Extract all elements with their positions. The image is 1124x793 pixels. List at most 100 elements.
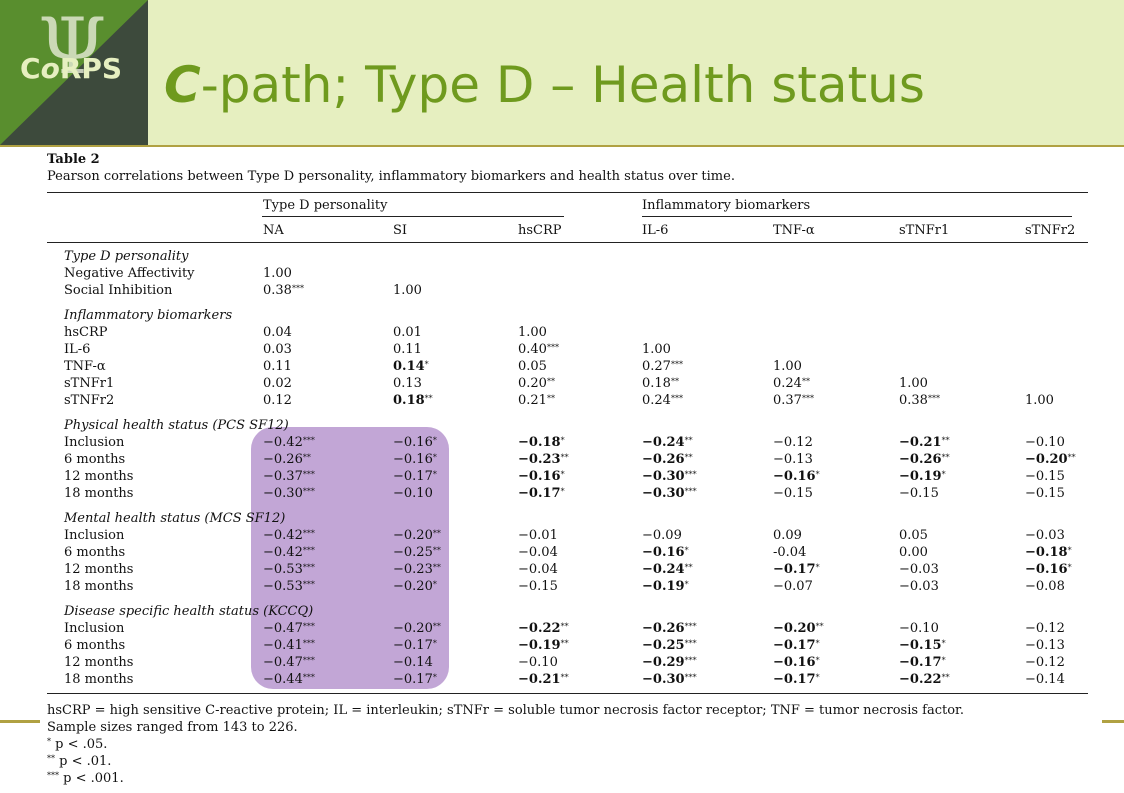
table-cell: 0.11 bbox=[393, 342, 422, 358]
cell-value: −0.04 bbox=[518, 545, 558, 560]
cell-value: −0.19 bbox=[899, 469, 942, 484]
table-cell: −0.17* bbox=[773, 638, 820, 654]
table-cell: 0.38*** bbox=[899, 393, 940, 409]
table-cell: 0.02 bbox=[263, 376, 292, 392]
table-cell: 0.13 bbox=[393, 376, 422, 392]
cell-value: −0.15 bbox=[518, 579, 558, 594]
table-cell: −0.18* bbox=[518, 435, 565, 451]
cell-value: 1.00 bbox=[263, 266, 292, 281]
cell-value: −0.19 bbox=[518, 638, 561, 653]
cell-value: −0.24 bbox=[642, 435, 685, 450]
cell-value: 0.38 bbox=[899, 393, 928, 408]
table-cell: −0.18* bbox=[1025, 545, 1072, 561]
significance-mark: * bbox=[684, 580, 689, 589]
table-cell: −0.15 bbox=[1025, 486, 1065, 502]
significance-mark: ** bbox=[941, 453, 950, 462]
cell-value: −0.16 bbox=[642, 545, 685, 560]
slide-title-c: C bbox=[164, 56, 201, 114]
cell-value: −0.10 bbox=[899, 621, 939, 636]
table-cell: 0.11 bbox=[263, 359, 292, 375]
significance-mark: *** bbox=[302, 470, 315, 479]
col-header-il6: IL-6 bbox=[642, 223, 669, 238]
footnote: hsCRP = high sensitive C-reactive protei… bbox=[47, 703, 964, 718]
row-label: sTNFr2 bbox=[64, 393, 115, 408]
significance-mark: * bbox=[815, 673, 820, 682]
table-top-rule bbox=[47, 192, 1088, 193]
table-cell: 0.38*** bbox=[263, 283, 304, 299]
highlight-box bbox=[251, 427, 449, 689]
section-title: Physical health status (PCS SF12) bbox=[64, 418, 289, 433]
cell-value: −0.42 bbox=[263, 528, 303, 543]
cell-value: −0.17 bbox=[773, 638, 816, 653]
significance-mark: * bbox=[815, 470, 820, 479]
cell-value: 0.21 bbox=[518, 393, 547, 408]
significance-mark: ** bbox=[941, 436, 950, 445]
table-cell: 0.00 bbox=[899, 545, 928, 561]
cell-value: 1.00 bbox=[1025, 393, 1054, 408]
table-cell: −0.37*** bbox=[263, 469, 315, 485]
cell-value: −0.37 bbox=[263, 469, 303, 484]
table-cell: −0.17* bbox=[393, 672, 437, 688]
cell-value: 0.11 bbox=[263, 359, 292, 374]
row-label: hsCRP bbox=[64, 325, 108, 340]
cell-value: −0.26 bbox=[263, 452, 303, 467]
table-cell: −0.16* bbox=[518, 469, 565, 485]
table-cell: 0.05 bbox=[899, 528, 928, 544]
col-header-tnfa: TNF-α bbox=[773, 223, 815, 238]
significance-mark: *** bbox=[670, 360, 683, 369]
row-label: Inclusion bbox=[64, 621, 125, 636]
cell-value: −0.22 bbox=[518, 621, 561, 636]
cell-value: −0.44 bbox=[263, 672, 303, 687]
cell-value: −0.14 bbox=[393, 655, 433, 670]
cell-value: 0.27 bbox=[642, 359, 671, 374]
cell-value: −0.08 bbox=[1025, 579, 1065, 594]
table-cell: −0.42*** bbox=[263, 528, 315, 544]
group-rule-typed bbox=[262, 216, 564, 217]
table-cell: −0.13 bbox=[1025, 638, 1065, 654]
significance-mark: *** bbox=[302, 639, 315, 648]
row-label: IL-6 bbox=[64, 342, 91, 357]
cell-value: −0.16 bbox=[773, 655, 816, 670]
significance-mark: * bbox=[1067, 563, 1072, 572]
group-rule-inflammatory bbox=[642, 216, 1072, 217]
section-title: Disease specific health status (KCCQ) bbox=[64, 604, 314, 619]
cell-value: 1.00 bbox=[773, 359, 802, 374]
table-cell: −0.12 bbox=[773, 435, 813, 451]
slide-title: C-path; Type D – Health status bbox=[164, 56, 925, 114]
significance-mark: * bbox=[941, 470, 946, 479]
cell-value: −0.29 bbox=[642, 655, 685, 670]
table-cell: 0.27*** bbox=[642, 359, 683, 375]
table-cell: 0.03 bbox=[263, 342, 292, 358]
cell-value: −0.17 bbox=[518, 486, 561, 501]
cell-value: −0.16 bbox=[393, 435, 433, 450]
cell-value: 0.20 bbox=[518, 376, 547, 391]
cell-value: −0.41 bbox=[263, 638, 303, 653]
cell-value: −0.42 bbox=[263, 545, 303, 560]
cell-value: −0.10 bbox=[393, 486, 433, 501]
cell-value: 0.24 bbox=[642, 393, 671, 408]
table-cell: −0.15 bbox=[899, 486, 939, 502]
cell-value: −0.17 bbox=[393, 469, 433, 484]
psi-logo-icon: Ψ bbox=[38, 2, 107, 92]
table-cell: −0.03 bbox=[899, 562, 939, 578]
table-cell: 0.18** bbox=[393, 393, 433, 409]
cell-value: −0.22 bbox=[899, 672, 942, 687]
significance-mark: * bbox=[432, 470, 437, 479]
significance-mark: *** bbox=[684, 656, 697, 665]
significance-mark: * bbox=[432, 673, 437, 682]
significance-mark: * bbox=[815, 639, 820, 648]
cell-value: 0.38 bbox=[263, 283, 292, 298]
footnote-mark: ** bbox=[47, 754, 55, 763]
table-cell: 0.12 bbox=[263, 393, 292, 409]
significance-mark: *** bbox=[684, 639, 697, 648]
logo-text-rps: RPS bbox=[59, 52, 123, 85]
cell-value: −0.24 bbox=[642, 562, 685, 577]
cell-value: −0.25 bbox=[393, 545, 433, 560]
table-cell: −0.17* bbox=[773, 672, 820, 688]
significance-mark: ** bbox=[560, 622, 569, 631]
table-cell: 1.00 bbox=[773, 359, 802, 375]
cell-value: −0.15 bbox=[1025, 486, 1065, 501]
table-cell: 1.00 bbox=[393, 283, 422, 299]
significance-mark: ** bbox=[684, 563, 693, 572]
cell-value: −0.03 bbox=[899, 562, 939, 577]
